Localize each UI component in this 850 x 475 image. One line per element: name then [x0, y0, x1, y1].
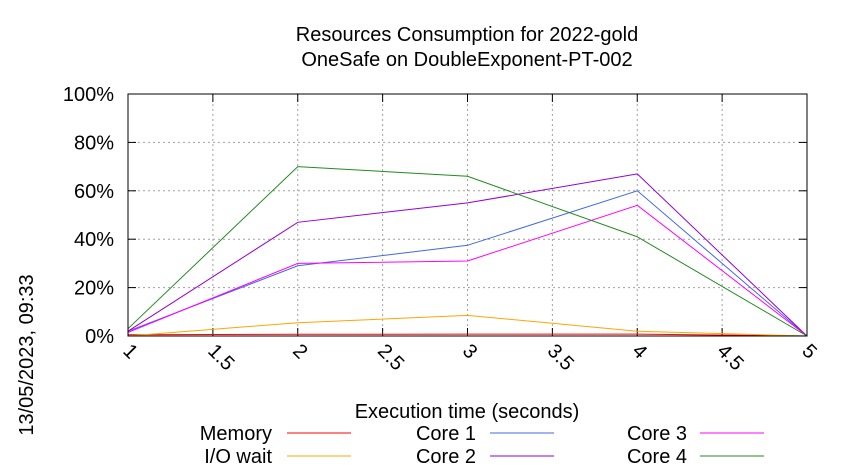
series-line-core-2: [127, 173, 808, 337]
legend-label-memory: Memory: [200, 423, 272, 445]
series-line-memory: [127, 333, 808, 337]
legend-label-core-4: Core 4: [627, 446, 687, 468]
legend-label-core-1: Core 1: [416, 423, 476, 445]
series-lines: [127, 166, 808, 337]
y-tick-label: 100%: [63, 84, 114, 106]
y-tick-label: 0%: [85, 326, 114, 348]
series-line-core-3: [127, 204, 808, 337]
x-tick-label: 4.5: [713, 340, 748, 375]
series-line-i-o-wait: [127, 314, 808, 337]
timestamp: 13/05/2023, 09:33: [16, 274, 38, 435]
x-tick-label: 5: [797, 340, 820, 363]
x-tick-label: 2.5: [373, 340, 408, 375]
y-tick-label: 40%: [74, 229, 114, 251]
x-tick-label: 1: [118, 340, 141, 363]
x-tick-label: 3.5: [543, 340, 578, 375]
legend-label-i-o-wait: I/O wait: [204, 446, 272, 468]
y-tick-label: 20%: [74, 278, 114, 300]
grid: [128, 94, 807, 336]
series-line-core-1: [127, 190, 808, 337]
x-tick-label: 1.5: [203, 340, 238, 375]
plot-border: [127, 93, 808, 337]
chart-title: Resources Consumption for 2022-gold: [296, 24, 638, 46]
y-tick-label: 80%: [74, 132, 114, 154]
y-axis-ticks: 0% 20% 40% 60% 80% 100%: [63, 84, 807, 348]
chart-subtitle: OneSafe on DoubleExponent-PT-002: [301, 49, 632, 71]
x-tick-label: 2: [288, 340, 311, 363]
x-tick-label: 3: [458, 340, 481, 363]
x-tick-label: 4: [628, 340, 651, 363]
legend-label-core-3: Core 3: [627, 423, 687, 445]
x-axis-label: Execution time (seconds): [355, 401, 580, 423]
legend-label-core-2: Core 2: [416, 446, 476, 468]
series-line-core-4: [127, 166, 808, 337]
y-tick-label: 60%: [74, 181, 114, 203]
